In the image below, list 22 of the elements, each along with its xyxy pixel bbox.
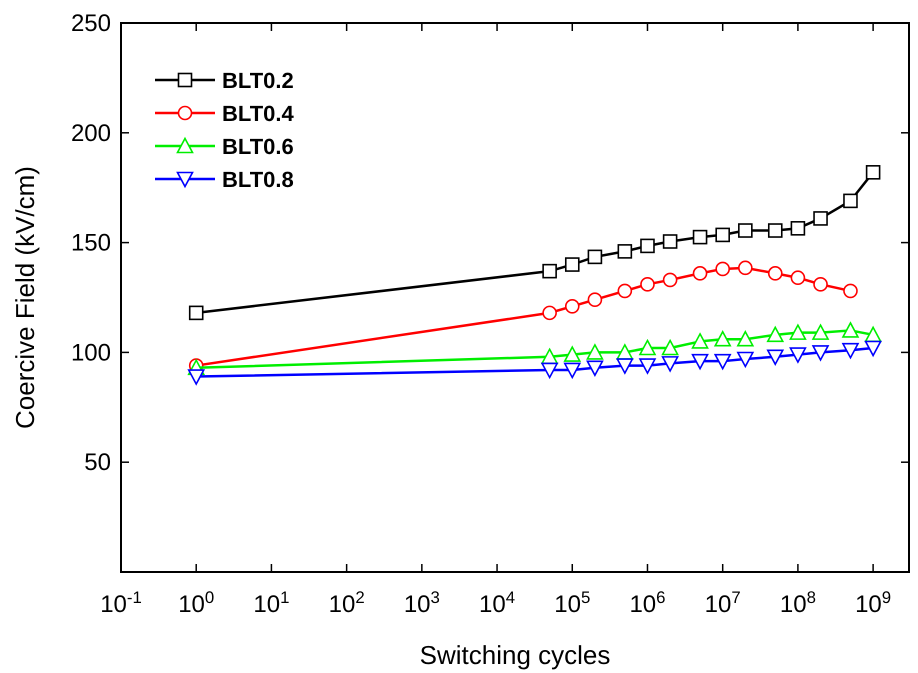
y-axis-title: Coercive Field (kV/cm) [10, 166, 40, 429]
legend-label: BLT0.8 [222, 167, 294, 192]
x-tick-label: 10$^{3}$ [404, 588, 440, 618]
x-tick-label: 10$^{-1}$ [100, 588, 142, 618]
x-tick-label: 10$^{2}$ [328, 588, 365, 618]
x-tick-label: 10$^{1}$ [253, 588, 290, 618]
legend-label: BLT0.6 [222, 134, 294, 159]
y-tick-label: 100 [70, 339, 111, 366]
y-tick-label: 150 [70, 230, 111, 257]
x-axis-title: Switching cycles [420, 640, 610, 670]
legend-label: BLT0.2 [222, 68, 294, 93]
y-tick-label: 250 [70, 10, 111, 37]
x-tick-label: 10$^{7}$ [704, 588, 741, 618]
x-tick-label: 10$^{6}$ [629, 588, 666, 618]
x-tick-label: 10$^{0}$ [178, 588, 214, 618]
x-tick-label: 10$^{9}$ [855, 588, 892, 618]
x-tick-label: 10$^{4}$ [479, 588, 516, 618]
x-tick-label: 10$^{5}$ [554, 588, 590, 618]
legend-label: BLT0.4 [222, 101, 294, 126]
y-tick-label: 50 [84, 449, 111, 476]
y-tick-label: 200 [70, 120, 111, 147]
x-tick-label: 10$^{8}$ [780, 588, 816, 618]
